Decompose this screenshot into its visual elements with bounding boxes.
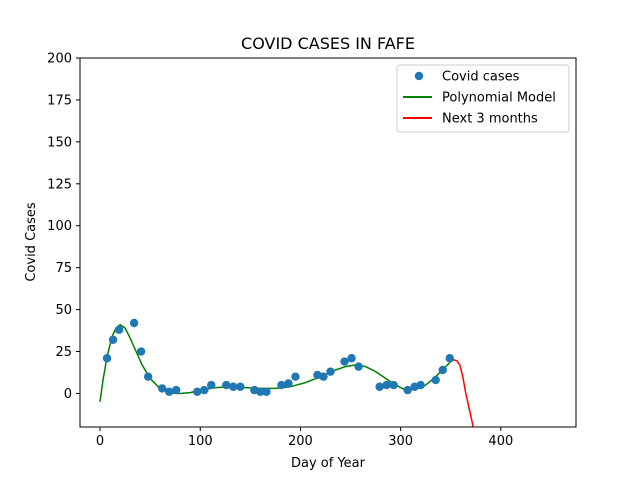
data-point — [382, 380, 391, 390]
y-tick-label: 200 — [47, 52, 72, 67]
data-point — [291, 372, 300, 381]
y-tick-label: 175 — [47, 93, 72, 108]
series-line-2 — [450, 359, 474, 427]
chart-title: COVID CASES IN FAFE — [241, 34, 415, 53]
data-point — [136, 347, 146, 356]
y-tick-label: 125 — [47, 177, 72, 192]
legend-marker-0 — [414, 71, 424, 81]
data-point — [164, 387, 174, 396]
legend-box — [396, 64, 570, 133]
data-point — [438, 365, 447, 375]
data-point — [431, 375, 440, 385]
y-tick-label: 50 — [55, 303, 72, 318]
y-tick-label: 100 — [47, 219, 72, 234]
data-point — [129, 318, 139, 328]
data-point — [200, 385, 209, 395]
data-point — [284, 379, 293, 388]
data-point — [389, 380, 398, 390]
data-point — [262, 387, 271, 396]
data-point — [347, 354, 356, 363]
legend-label-2: Next 3 months — [442, 112, 538, 127]
data-point — [416, 380, 425, 390]
data-point — [114, 325, 124, 334]
data-point — [375, 382, 384, 391]
y-axis-label: Covid Cases — [24, 202, 39, 282]
data-point — [222, 380, 231, 390]
data-point — [236, 382, 245, 391]
x-tick-label: 200 — [288, 434, 313, 449]
data-point — [171, 385, 181, 395]
data-point — [143, 372, 153, 381]
legend: Covid cases Polynomial Model Next 3 months — [396, 64, 570, 133]
legend-label-0: Covid cases — [442, 70, 520, 85]
x-tick-label: 0 — [96, 434, 104, 449]
data-point — [445, 354, 454, 363]
x-axis-label: Day of Year — [291, 456, 366, 471]
y-tick-label: 0 — [64, 387, 72, 402]
x-tick-label: 100 — [188, 434, 213, 449]
plot-area — [99, 318, 474, 427]
data-point — [326, 367, 335, 376]
plot-frame — [79, 57, 577, 428]
x-tick-label: 300 — [388, 434, 413, 449]
data-point — [319, 372, 328, 381]
data-point — [229, 382, 238, 391]
data-point — [157, 384, 167, 393]
x-axis: 0 100 200 300 400 — [96, 427, 513, 449]
y-tick-label: 75 — [55, 261, 72, 276]
data-point — [277, 380, 286, 390]
data-point — [102, 354, 112, 363]
data-point — [340, 357, 349, 366]
data-point — [354, 362, 363, 371]
data-point — [207, 380, 216, 390]
x-tick-label: 400 — [488, 434, 513, 449]
data-point — [256, 387, 265, 396]
y-tick-label: 25 — [55, 345, 72, 360]
data-point — [193, 387, 202, 396]
y-tick-label: 150 — [47, 135, 72, 150]
legend-label-1: Polynomial Model — [442, 91, 556, 106]
data-point — [108, 335, 118, 344]
y-axis: 0 25 50 75 100 125 150 175 200 — [47, 52, 80, 402]
data-point — [403, 385, 412, 395]
